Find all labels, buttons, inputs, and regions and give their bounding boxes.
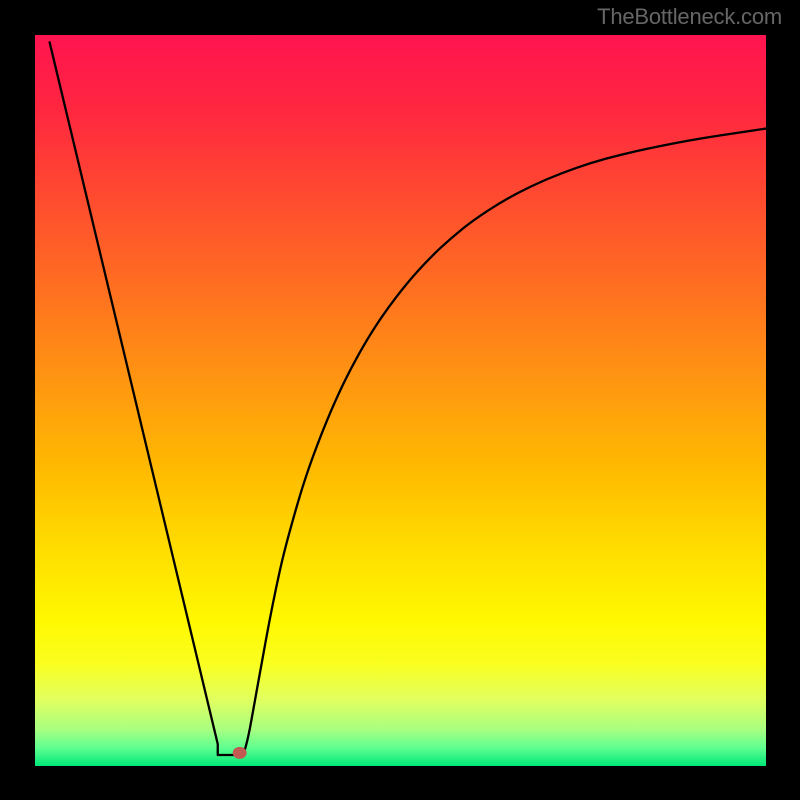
bottleneck-curve-plot: [0, 0, 800, 800]
watermark-text: TheBottleneck.com: [597, 4, 782, 30]
chart-stage: TheBottleneck.com: [0, 0, 800, 800]
plot-background: [35, 35, 766, 766]
optimal-point-marker: [233, 747, 247, 759]
